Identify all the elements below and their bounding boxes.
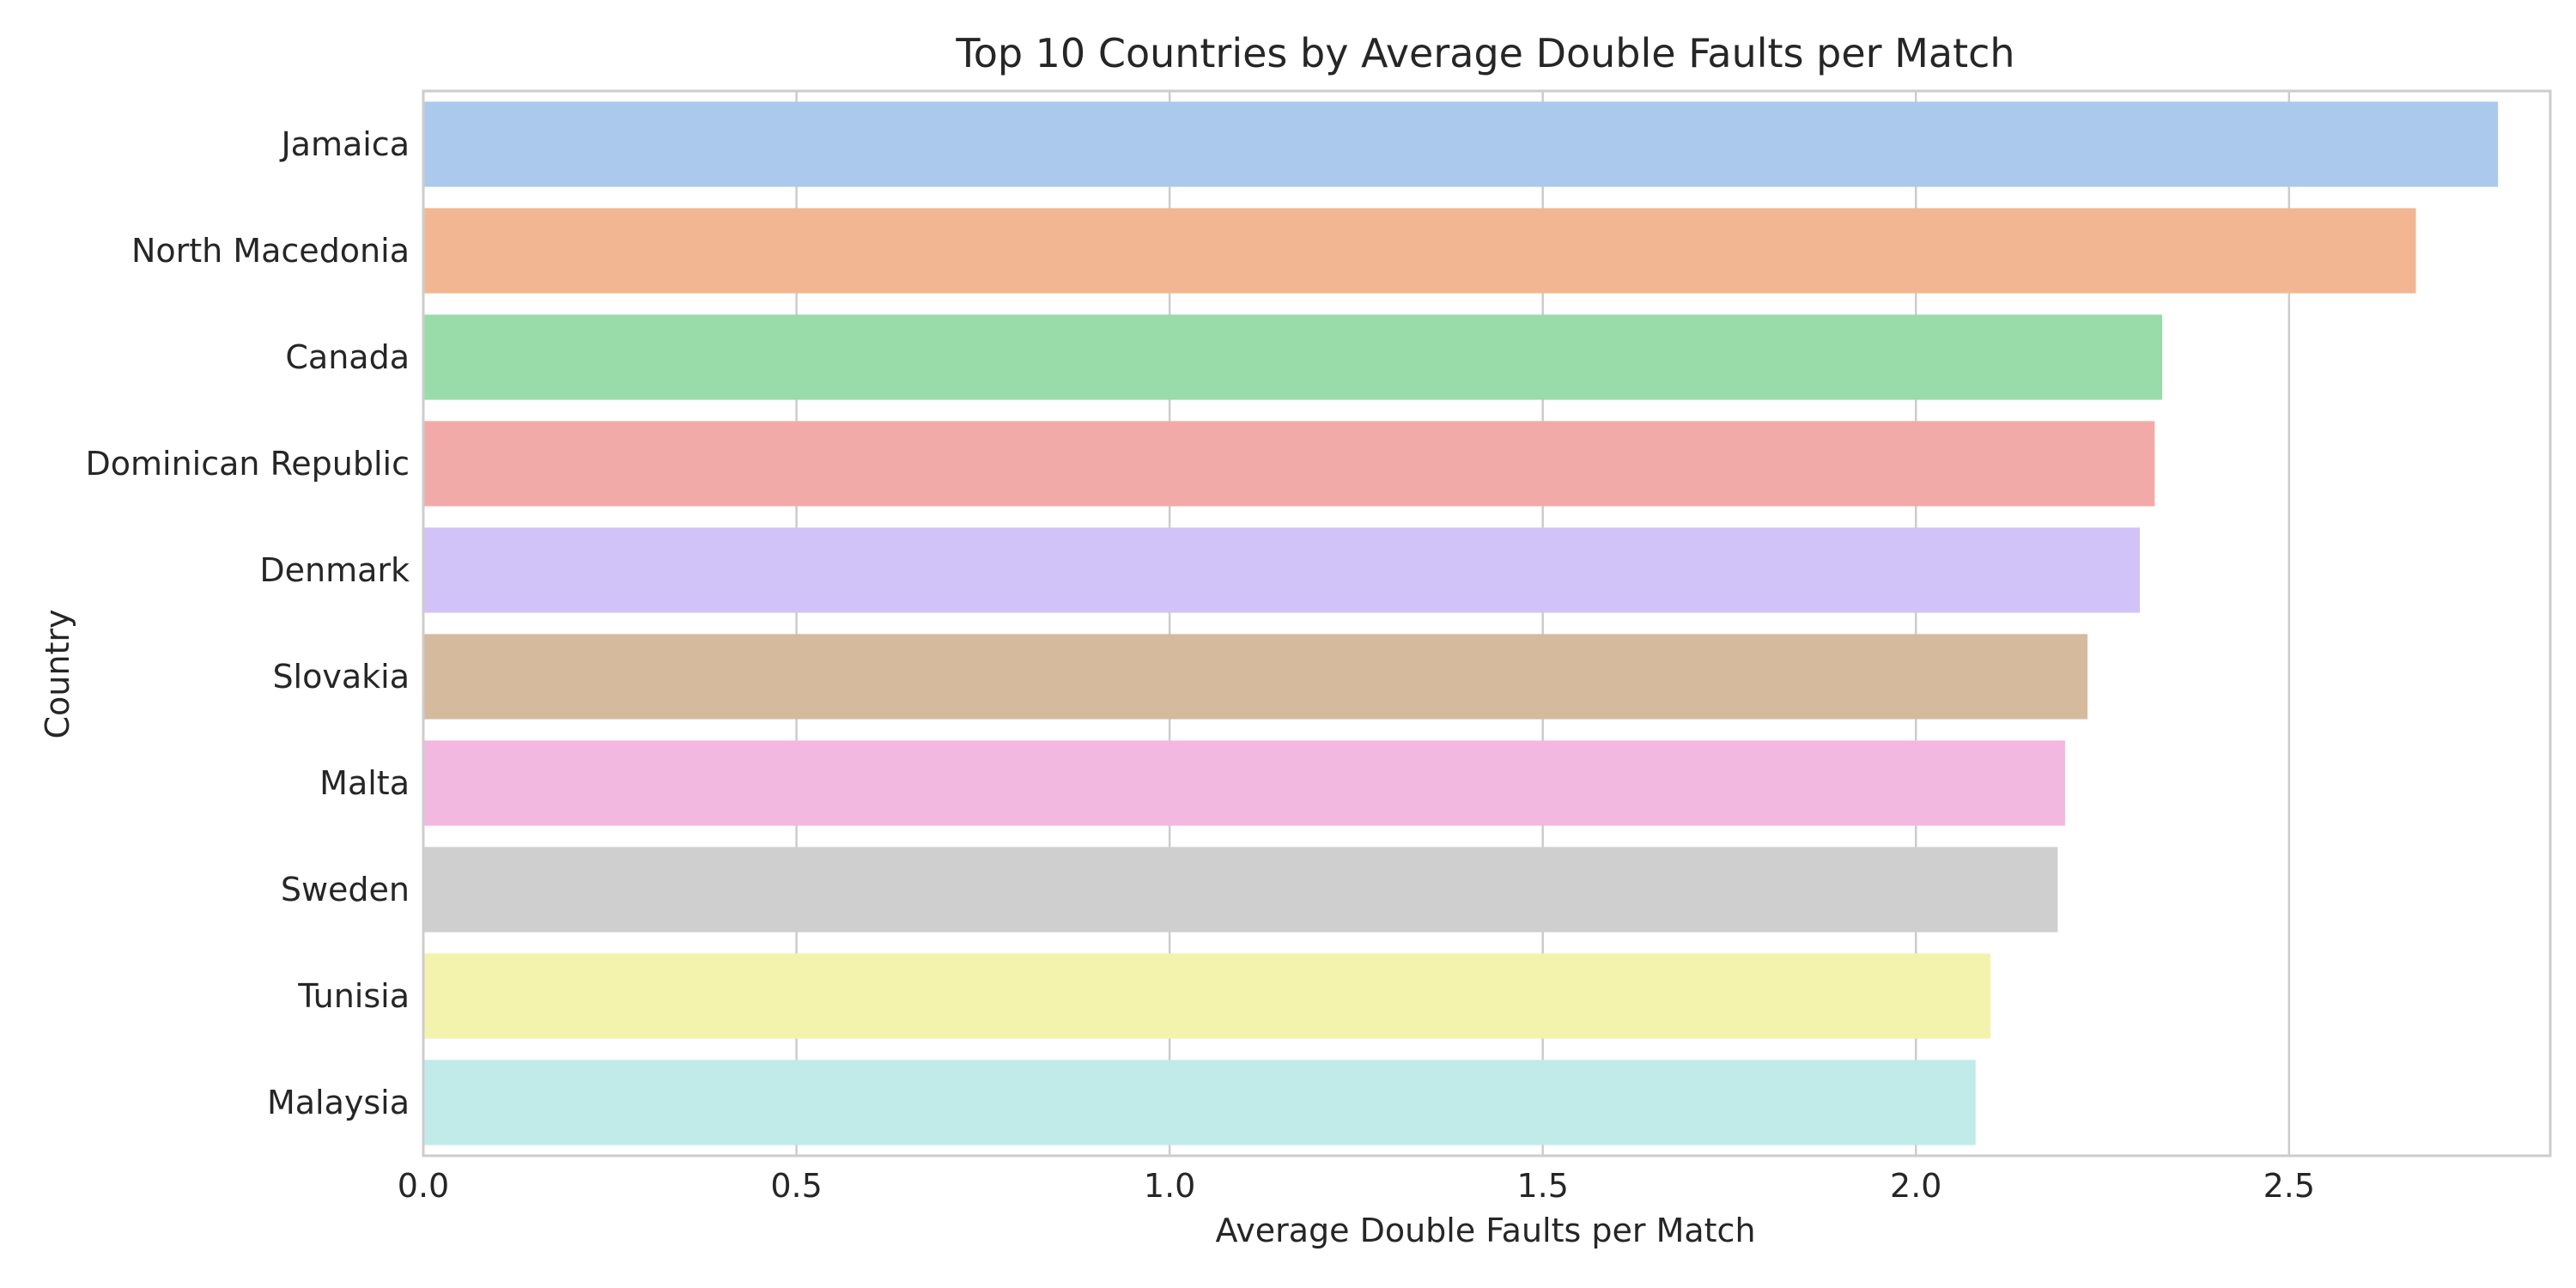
bars <box>423 101 2499 1145</box>
y-tick-label: Malta <box>319 764 410 802</box>
y-tick-label: Denmark <box>259 551 410 589</box>
bar-denmark <box>423 527 2140 613</box>
x-tick-label: 2.5 <box>2263 1167 2315 1205</box>
y-tick-label: North Macedonia <box>131 232 410 270</box>
bar-malaysia <box>423 1060 1976 1145</box>
y-tick-label: Jamaica <box>279 125 410 163</box>
chart-title: Top 10 Countries by Average Double Fault… <box>955 30 2014 76</box>
x-tick-labels: 0.0 0.5 1.0 1.5 2.0 2.5 <box>398 1167 2315 1205</box>
x-tick-label: 0.5 <box>770 1167 822 1205</box>
bar-slovakia <box>423 634 2088 720</box>
bar-canada <box>423 314 2163 400</box>
y-tick-label: Sweden <box>281 871 410 908</box>
y-tick-label: Slovakia <box>272 658 410 696</box>
bar-malta <box>423 740 2066 826</box>
bar-sweden <box>423 847 2058 933</box>
bar-jamaica <box>423 101 2499 187</box>
x-tick-label: 2.0 <box>1890 1167 1941 1205</box>
y-tick-labels: Jamaica North Macedonia Canada Dominican Re… <box>86 125 410 1121</box>
y-tick-label: Malaysia <box>267 1084 410 1121</box>
y-tick-label: Canada <box>285 338 410 376</box>
plot-frame <box>422 89 2552 1157</box>
x-axis-label: Average Double Faults per Match <box>1215 1212 1755 1249</box>
bar-tunisia <box>423 953 1991 1039</box>
bar-north-macedonia <box>423 208 2416 294</box>
y-tick-label: Tunisia <box>297 977 410 1015</box>
bar-dominican-republic <box>423 421 2155 507</box>
y-axis-label: Country <box>39 610 76 739</box>
y-tick-label: Dominican Republic <box>86 445 410 483</box>
x-tick-label: 0.0 <box>398 1167 449 1205</box>
x-tick-label: 1.5 <box>1516 1167 1568 1205</box>
x-tick-label: 1.0 <box>1144 1167 1195 1205</box>
